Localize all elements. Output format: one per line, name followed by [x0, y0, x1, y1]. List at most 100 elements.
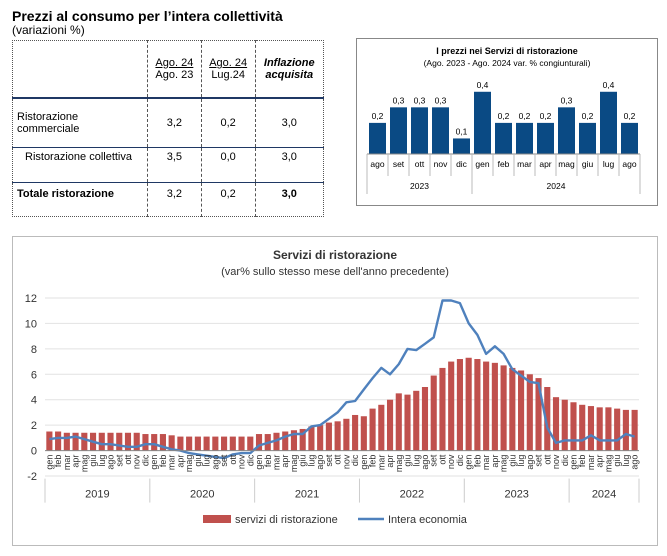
annual-bar: [518, 370, 525, 451]
monthly-bar: [390, 107, 407, 154]
annual-month-label: mar: [271, 455, 281, 471]
annual-bar: [474, 359, 481, 451]
annual-month-label: mag: [79, 455, 89, 473]
monthly-bar: [411, 107, 428, 154]
monthly-bar: [537, 122, 554, 154]
monthly-category-label: dic: [456, 159, 468, 169]
annual-month-label: nov: [341, 454, 351, 469]
annual-y-tick-label: 2: [31, 420, 37, 432]
annual-bar: [596, 407, 603, 451]
annual-bar: [552, 397, 560, 451]
annual-month-label: mar: [167, 455, 177, 471]
annual-chart-subtitle: (var% sullo stesso mese dell'anno preced…: [221, 266, 449, 278]
annual-month-label: feb: [158, 455, 168, 468]
annual-bar: [395, 393, 402, 451]
monthly-chart: I prezzi nei Servizi di ristorazione (Ag…: [366, 46, 641, 194]
annual-y-tick-label: 6: [31, 369, 37, 381]
annual-bar: [221, 436, 228, 451]
annual-bar: [378, 404, 385, 451]
annual-month-label: giu: [507, 455, 517, 467]
annual-bar: [124, 432, 132, 451]
annual-month-label: lug: [411, 455, 421, 467]
monthly-bar-label: 0,3: [393, 95, 405, 105]
column-header-line2: Lug.24: [211, 69, 245, 81]
annual-month-label: dic: [350, 454, 360, 466]
monthly-category-label: feb: [498, 159, 510, 169]
annual-bar: [343, 418, 350, 451]
annual-bar: [290, 430, 298, 451]
annual-bar: [168, 435, 175, 451]
annual-bar: [194, 436, 201, 451]
row-label: Totale ristorazione: [12, 182, 148, 217]
annual-bar: [46, 431, 53, 451]
annual-month-label: gen: [254, 455, 264, 470]
annual-bar: [413, 390, 420, 451]
annual-y-tick-label: -2: [27, 471, 37, 483]
column-header: Ago. 24 Lug.24: [200, 40, 256, 99]
page-title: Prezzi al consumo per l’intera collettiv…: [12, 8, 283, 24]
annual-month-label: ago: [106, 455, 116, 470]
table-cell: 3,0: [254, 147, 325, 183]
monthly-bar: [579, 122, 596, 154]
annual-month-label: lug: [97, 455, 107, 467]
annual-bar: [255, 434, 263, 451]
annual-bar: [317, 425, 324, 451]
annual-y-tick-label: 0: [31, 446, 37, 458]
table-cell: 0,0: [200, 147, 256, 183]
annual-bar: [421, 387, 429, 451]
annual-month-label: giu: [88, 455, 98, 467]
monthly-bar-label: 0,2: [372, 111, 384, 121]
monthly-bar-label: 0,2: [624, 111, 636, 121]
table-cell: 3,5: [147, 147, 202, 183]
annual-bar: [605, 407, 612, 451]
annual-month-label: ott: [333, 454, 343, 465]
annual-month-label: feb: [53, 455, 63, 468]
table-row-total: Totale ristorazione 3,2 0,2 3,0: [12, 182, 325, 217]
annual-year-label: 2020: [190, 489, 214, 501]
annual-bar: [631, 409, 638, 451]
monthly-bar: [369, 122, 386, 154]
monthly-bar: [453, 138, 470, 154]
annual-bar: [203, 436, 210, 451]
monthly-category-label: giu: [582, 159, 594, 169]
monthly-category-label: ago: [622, 159, 636, 169]
annual-y-tick-label: 4: [31, 395, 37, 407]
annual-bar: [325, 422, 332, 451]
annual-bar: [238, 436, 245, 451]
annual-month-label: ott: [123, 454, 133, 465]
annual-month-label: gen: [44, 455, 54, 470]
annual-month-label: set: [219, 454, 229, 467]
column-header: Inflazione acquisita: [254, 40, 325, 99]
annual-month-label: gen: [464, 455, 474, 470]
annual-line: [49, 299, 635, 460]
annual-year-label: 2023: [504, 489, 528, 501]
annual-bar: [448, 361, 455, 451]
annual-bar: [456, 359, 463, 451]
annual-month-label: mar: [481, 455, 491, 471]
annual-bar: [491, 362, 498, 451]
annual-month-label: mag: [603, 455, 613, 473]
annual-bar: [98, 432, 105, 451]
annual-month-label: nov: [132, 454, 142, 469]
column-header-line2: acquisita: [265, 69, 314, 81]
annual-month-label: set: [429, 454, 439, 467]
monthly-category-label: mar: [517, 159, 532, 169]
table-cell: 0,2: [200, 182, 256, 217]
annual-month-label: lug: [202, 455, 212, 467]
annual-bar: [544, 387, 551, 451]
annual-year-label: 2021: [295, 489, 319, 501]
annual-month-label: set: [534, 454, 544, 467]
annual-month-label: lug: [516, 455, 526, 467]
table-cell: 3,0: [254, 98, 325, 148]
annual-month-label: set: [114, 454, 124, 467]
annual-month-label: nov: [551, 454, 561, 469]
annual-bar: [465, 357, 472, 451]
annual-month-label: gen: [568, 455, 578, 470]
annual-month-label: set: [324, 454, 334, 467]
annual-month-label: dic: [245, 454, 255, 466]
column-header: Ago. 24 Ago. 23: [147, 40, 202, 99]
table-header-row: Ago. 24 Ago. 23 Ago. 24 Lug.24 Inflazion…: [12, 40, 325, 99]
annual-month-label: ago: [630, 455, 640, 470]
table-cell: 3,2: [147, 98, 202, 148]
annual-month-label: ago: [525, 455, 535, 470]
